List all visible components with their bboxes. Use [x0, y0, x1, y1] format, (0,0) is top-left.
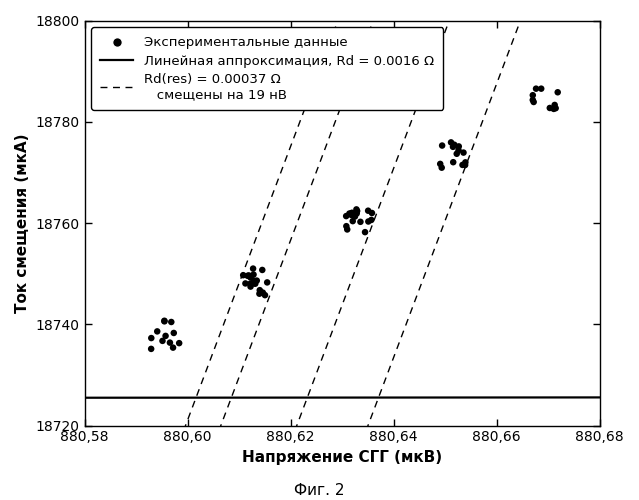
Point — [159, 317, 169, 325]
Point — [350, 212, 360, 220]
Point — [174, 339, 184, 347]
Point — [348, 217, 358, 225]
Point — [165, 338, 175, 346]
Point — [252, 276, 262, 284]
Point — [341, 222, 351, 230]
Point — [342, 226, 352, 234]
Point — [355, 218, 366, 226]
Point — [363, 218, 373, 226]
Point — [245, 274, 256, 281]
Point — [360, 228, 370, 236]
Point — [435, 160, 445, 168]
Point — [260, 291, 270, 299]
Point — [159, 318, 169, 326]
Point — [166, 318, 176, 326]
Point — [449, 140, 459, 148]
Point — [351, 210, 362, 218]
Point — [250, 280, 260, 287]
Point — [240, 280, 250, 287]
Point — [347, 209, 357, 217]
Point — [367, 209, 377, 217]
Point — [448, 143, 458, 151]
Point — [460, 158, 470, 166]
Point — [254, 290, 265, 298]
Point — [446, 138, 456, 146]
Point — [437, 142, 447, 150]
Point — [436, 164, 447, 172]
Point — [238, 271, 249, 279]
Legend: Экспериментальные данные, Линейная аппроксимация, Rd = 0.0016 Ω, Rd(res) = 0.000: Экспериментальные данные, Линейная аппро… — [91, 27, 443, 110]
Point — [341, 212, 351, 220]
Point — [346, 209, 357, 217]
X-axis label: Напряжение СГГ (мкВ): Напряжение СГГ (мкВ) — [242, 450, 442, 465]
Point — [346, 211, 357, 219]
Point — [550, 101, 560, 109]
Point — [528, 96, 538, 104]
Point — [146, 345, 157, 353]
Point — [352, 207, 362, 215]
Point — [460, 161, 470, 169]
Point — [454, 146, 464, 154]
Point — [152, 328, 162, 336]
Point — [168, 344, 178, 351]
Point — [245, 272, 255, 280]
Point — [344, 210, 355, 218]
Point — [549, 105, 559, 113]
Point — [169, 329, 179, 337]
Point — [366, 216, 376, 224]
Point — [157, 337, 167, 345]
Point — [160, 332, 171, 340]
Point — [258, 288, 268, 296]
Point — [249, 280, 259, 287]
Point — [243, 272, 254, 280]
Point — [249, 276, 259, 284]
Point — [255, 286, 265, 294]
Point — [458, 161, 468, 169]
Point — [531, 84, 541, 92]
Point — [528, 98, 539, 106]
Point — [262, 278, 272, 286]
Point — [536, 84, 546, 92]
Point — [454, 142, 464, 150]
Point — [544, 104, 555, 112]
Point — [146, 334, 157, 342]
Y-axis label: Ток смещения (мкА): Ток смещения (мкА) — [15, 134, 30, 313]
Point — [448, 158, 458, 166]
Point — [257, 266, 267, 274]
Point — [245, 282, 256, 290]
Point — [363, 206, 373, 214]
Point — [528, 91, 538, 99]
Point — [458, 148, 468, 156]
Point — [351, 206, 362, 214]
Point — [243, 272, 253, 280]
Point — [249, 270, 259, 278]
Point — [245, 280, 256, 287]
Point — [551, 104, 561, 112]
Point — [553, 88, 563, 96]
Point — [452, 150, 462, 158]
Point — [248, 264, 258, 272]
Text: Фиг. 2: Фиг. 2 — [294, 483, 345, 498]
